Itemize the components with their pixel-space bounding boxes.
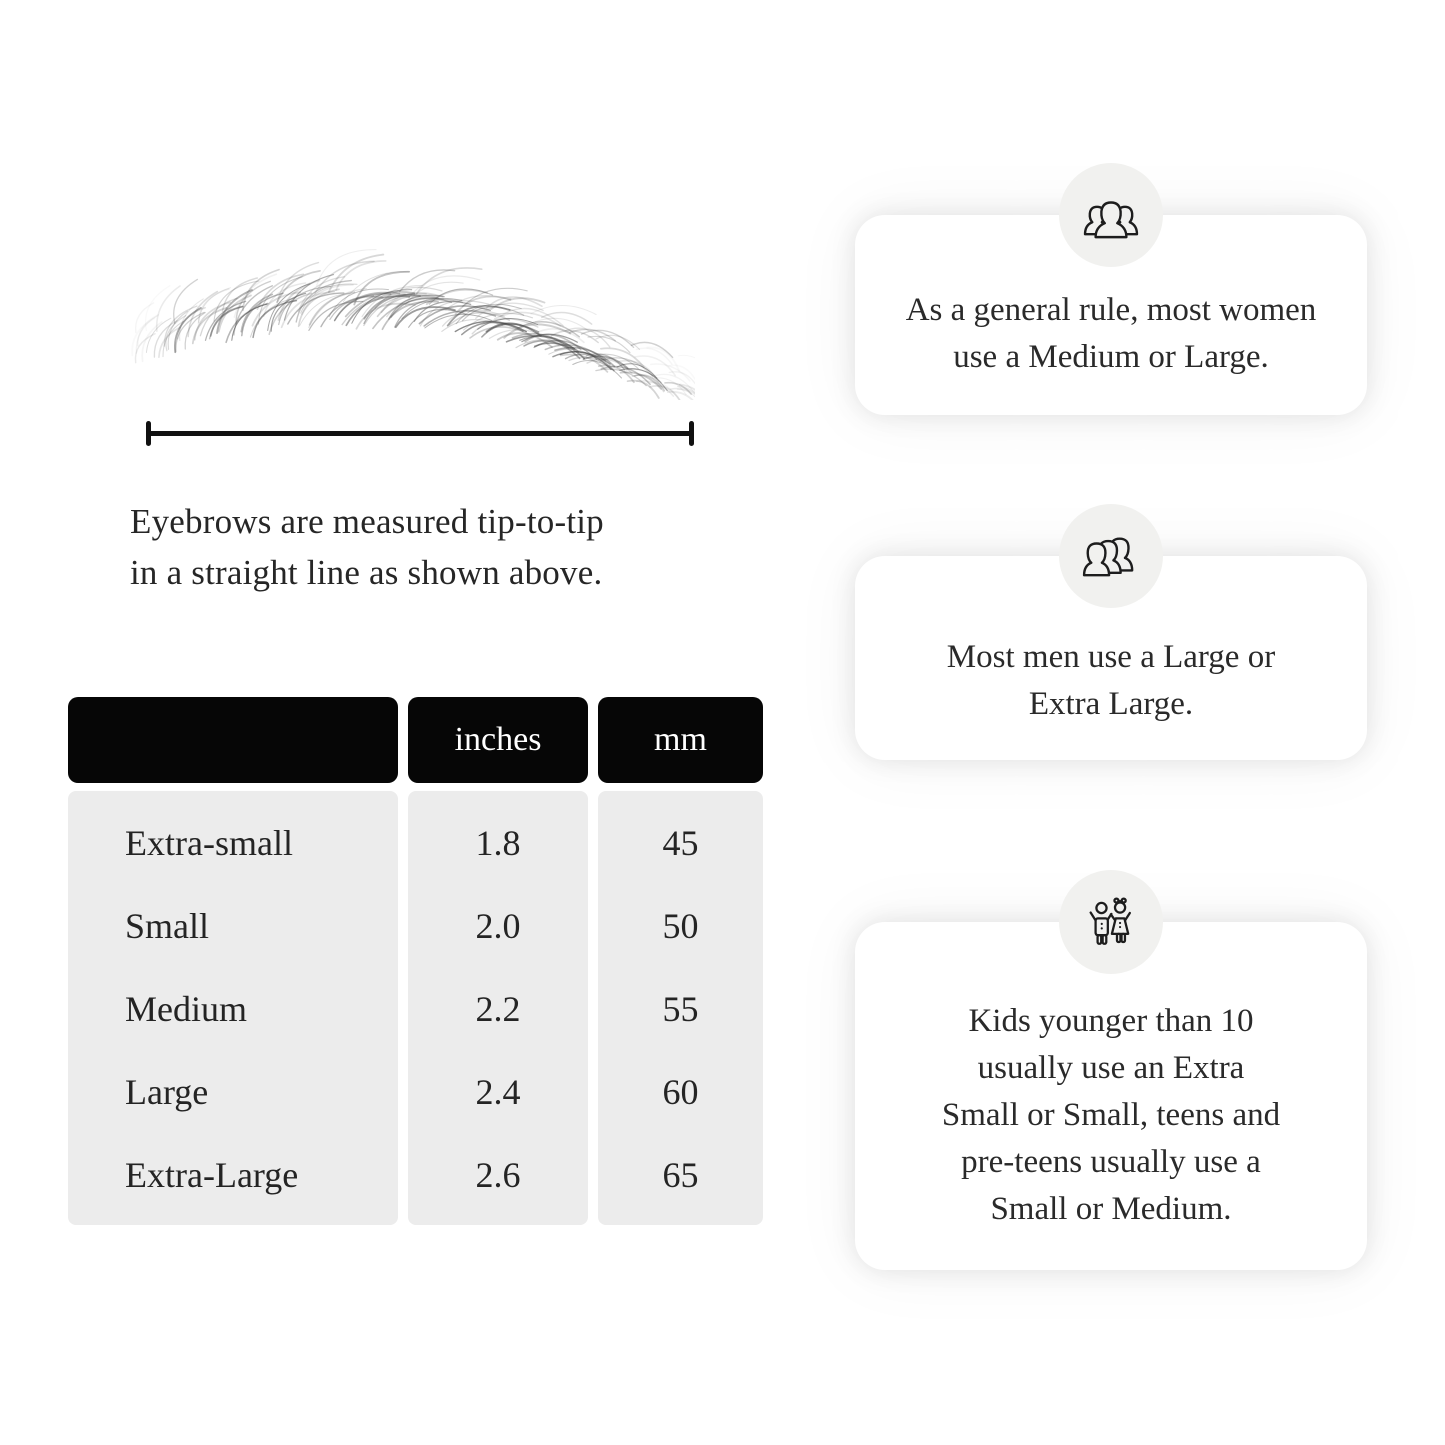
tip-card-kids-text: Kids younger than 10 usually use an Extra…	[941, 1003, 1281, 1227]
men-group-icon-svg	[1082, 537, 1134, 577]
size-table: inches mm Extra-small Small Medium Large Ext…	[68, 697, 763, 1225]
table-cell-mm: 45	[662, 822, 699, 863]
table-cell-size: Small	[125, 905, 210, 946]
table-header-mm: mm	[598, 697, 763, 783]
measurement-caption: Eyebrows are measured tip-to-tip in a str…	[130, 502, 604, 592]
table-column-size: Extra-small Small Medium Large Extra-Large	[68, 791, 398, 1225]
table-cell-size: Large	[125, 1071, 209, 1112]
size-table-header: inches mm	[68, 697, 763, 783]
table-cell-inches: 2.0	[475, 905, 521, 946]
kids-icon-svg	[1089, 896, 1131, 945]
women-group-icon-svg	[1083, 201, 1139, 239]
measurement-endcap-left	[146, 421, 151, 446]
women-group-icon	[1059, 163, 1163, 267]
tip-card-women-text: As a general rule, most women use a Mediu…	[905, 292, 1317, 375]
men-group-icon	[1059, 504, 1163, 608]
table-cell-inches: 2.6	[475, 1154, 521, 1195]
tip-card-women: As a general rule, most women use a Mediu…	[855, 163, 1367, 415]
table-cell-mm: 55	[662, 988, 699, 1029]
table-cell-inches: 2.4	[475, 1071, 521, 1112]
kids-icon	[1059, 870, 1163, 974]
measurement-line	[146, 421, 694, 446]
table-cell-mm: 60	[662, 1071, 699, 1112]
table-cell-size: Medium	[125, 988, 247, 1029]
table-header-inches: inches	[408, 697, 588, 783]
table-header-size	[68, 697, 398, 783]
table-cell-size: Extra-small	[125, 822, 293, 863]
eyebrow-illustration	[131, 249, 695, 400]
table-column-mm: 45 50 55 60 65	[598, 791, 763, 1225]
table-cell-size: Extra-Large	[125, 1154, 299, 1195]
tip-card-kids: Kids younger than 10 usually use an Extra…	[855, 870, 1367, 1270]
tip-card-men: Most men use a Large or Extra Large.	[855, 504, 1367, 760]
table-cell-inches: 1.8	[475, 822, 521, 863]
table-cell-mm: 50	[662, 905, 699, 946]
table-cell-inches: 2.2	[475, 988, 521, 1029]
size-table-body: Extra-small Small Medium Large Extra-Large 1…	[68, 791, 763, 1225]
table-cell-mm: 65	[662, 1154, 699, 1195]
measurement-endcap-right	[689, 421, 694, 446]
table-column-inches: 1.8 2.0 2.2 2.4 2.6	[408, 791, 588, 1225]
tip-card-men-text: Most men use a Large or Extra Large.	[946, 639, 1276, 722]
